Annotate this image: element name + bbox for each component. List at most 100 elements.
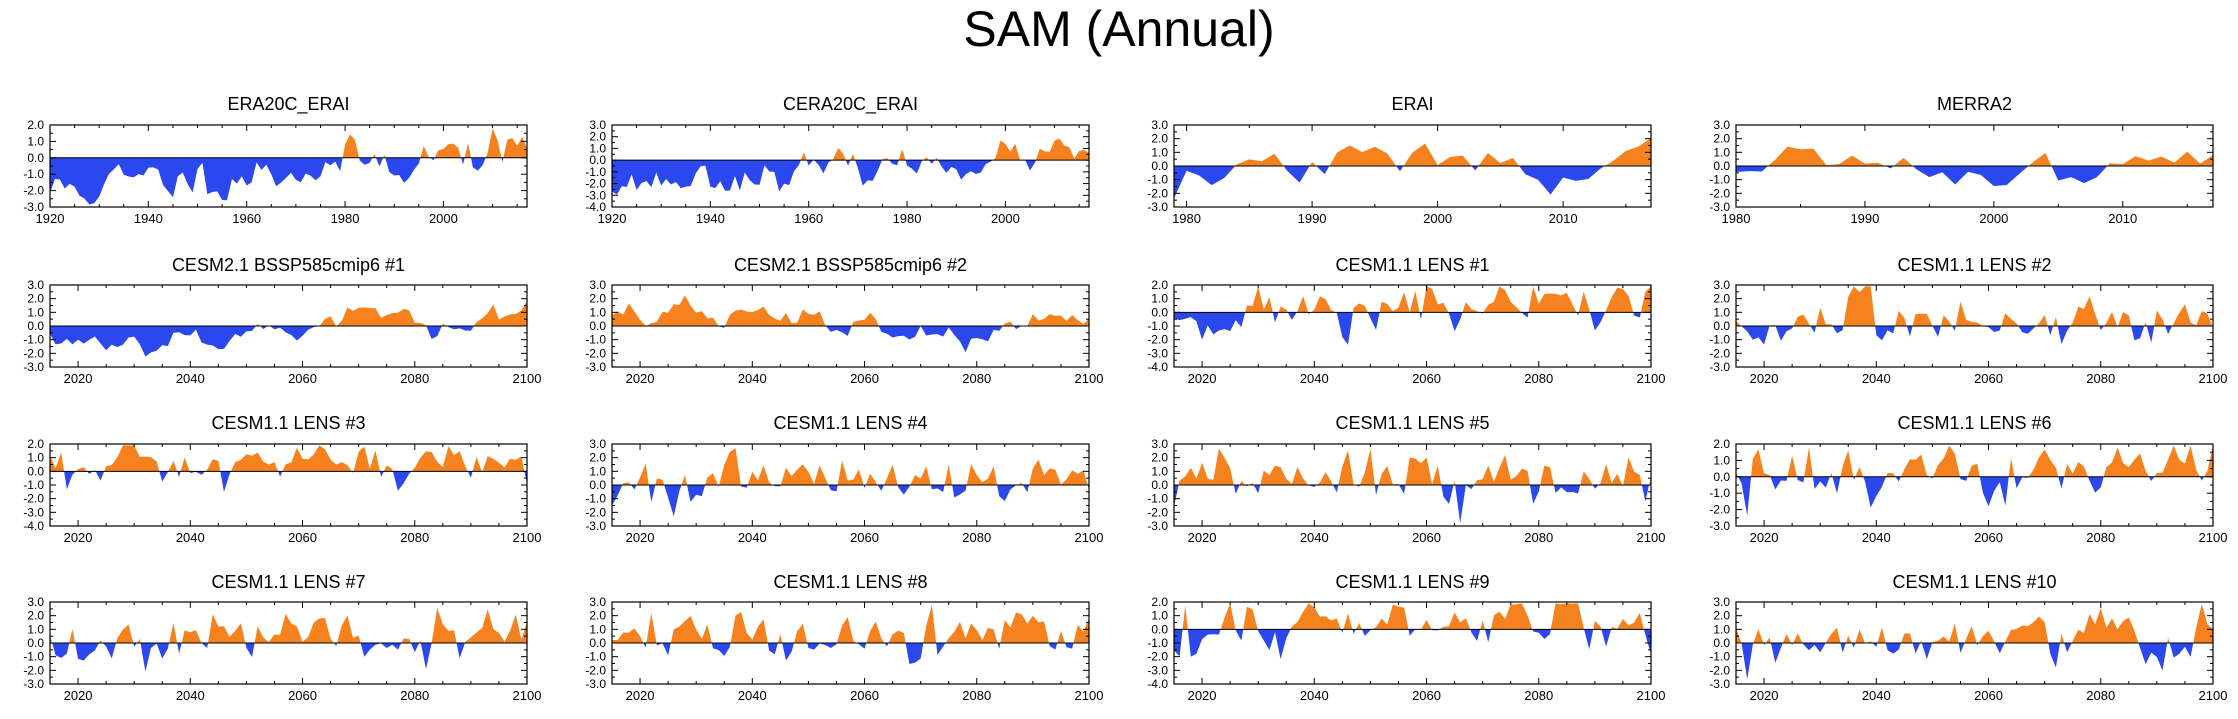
x-tick-label: 2020	[1750, 688, 1779, 703]
y-tick-label: -1.0	[585, 492, 606, 506]
y-tick-label: -3.0	[1147, 346, 1168, 360]
y-tick-label: -3.0	[23, 360, 44, 374]
y-tick-label: 2.0	[1713, 609, 1730, 623]
x-tick-label: 2040	[176, 688, 205, 703]
y-tick-label: 1.0	[1151, 609, 1168, 623]
x-tick-label: 2060	[850, 530, 879, 545]
x-tick-label: 2080	[400, 371, 429, 386]
y-tick-label: -1.0	[1147, 492, 1168, 506]
y-tick-label: 0.0	[589, 153, 606, 167]
y-tick-label: 0.0	[589, 319, 606, 333]
y-tick-label: 0.0	[27, 464, 44, 478]
y-tick-label: -2.0	[23, 663, 44, 677]
y-tick-label: 1.0	[1151, 292, 1168, 306]
x-tick-label: 1920	[36, 211, 65, 226]
y-tick-label: -1.0	[1709, 173, 1730, 187]
y-tick-label: 0.0	[1713, 470, 1730, 484]
x-tick-label: 1940	[696, 211, 725, 226]
positive-area	[50, 607, 527, 643]
y-tick-label: 1.0	[27, 451, 44, 465]
x-tick-label: 2010	[1549, 211, 1578, 226]
x-tick-label: 2080	[400, 530, 429, 545]
y-tick-label: 1.0	[589, 622, 606, 636]
negative-area	[1736, 166, 2213, 187]
y-tick-label: 2.0	[589, 292, 606, 306]
negative-area	[1736, 476, 2213, 516]
y-tick-label: 0.0	[1713, 319, 1730, 333]
y-tick-label: 2.0	[27, 118, 44, 132]
panel-title: CESM1.1 LENS #8	[773, 572, 928, 592]
y-tick-label: 1.0	[1151, 145, 1168, 159]
y-tick-label: -3.0	[1709, 200, 1730, 214]
x-tick-label: 2080	[2086, 371, 2115, 386]
x-tick-label: 2000	[1423, 211, 1452, 226]
x-tick-label: 2100	[513, 530, 542, 545]
x-tick-label: 2080	[400, 688, 429, 703]
x-tick-label: 2040	[738, 371, 767, 386]
y-tick-label: 2.0	[1713, 437, 1730, 451]
x-tick-label: 2000	[1979, 211, 2008, 226]
y-tick-label: -3.0	[585, 519, 606, 533]
negative-area	[1174, 312, 1651, 345]
positive-area	[50, 445, 527, 472]
y-tick-label: 3.0	[589, 595, 606, 609]
x-tick-label: 1990	[1850, 211, 1879, 226]
x-tick-label: 2060	[1974, 688, 2003, 703]
y-tick-label: 3.0	[1151, 437, 1168, 451]
x-tick-label: 2100	[2199, 688, 2228, 703]
y-tick-label: 1.0	[1713, 622, 1730, 636]
y-tick-label: 2.0	[589, 451, 606, 465]
y-tick-label: 2.0	[27, 292, 44, 306]
y-tick-label: -3.0	[1709, 677, 1730, 691]
x-tick-label: 2040	[1300, 688, 1329, 703]
y-tick-label: -1.0	[1709, 486, 1730, 500]
x-tick-label: 2020	[1188, 530, 1217, 545]
y-tick-label: -3.0	[585, 360, 606, 374]
x-tick-label: 2040	[738, 530, 767, 545]
x-tick-label: 2020	[626, 530, 655, 545]
y-tick-label: 2.0	[1151, 278, 1168, 292]
y-tick-label: 0.0	[1713, 636, 1730, 650]
negative-area	[612, 160, 1089, 195]
y-tick-label: -2.0	[23, 492, 44, 506]
x-tick-label: 2040	[176, 371, 205, 386]
x-tick-label: 2100	[2199, 530, 2228, 545]
x-tick-label: 2000	[991, 211, 1020, 226]
x-tick-label: 1990	[1298, 211, 1327, 226]
y-tick-label: 3.0	[1713, 278, 1730, 292]
y-tick-label: -1.0	[23, 478, 44, 492]
negative-area	[50, 157, 527, 205]
y-tick-label: -2.0	[1709, 663, 1730, 677]
x-tick-label: 2080	[1524, 530, 1553, 545]
negative-area	[50, 471, 527, 492]
x-tick-label: 2040	[1862, 688, 1891, 703]
y-tick-label: -1.0	[1147, 173, 1168, 187]
y-tick-label: 0.0	[1151, 305, 1168, 319]
y-tick-label: 0.0	[1151, 622, 1168, 636]
positive-area	[612, 138, 1089, 161]
y-tick-label: 2.0	[589, 130, 606, 144]
y-tick-label: -1.0	[1709, 650, 1730, 664]
panel-title: CESM1.1 LENS #6	[1897, 413, 2052, 433]
x-tick-label: 2060	[850, 371, 879, 386]
positive-area	[1174, 448, 1651, 485]
y-tick-label: 0.0	[27, 151, 44, 165]
panel-title: CESM1.1 LENS #7	[211, 572, 366, 592]
x-tick-label: 1980	[1172, 211, 1201, 226]
x-tick-label: 2100	[513, 371, 542, 386]
y-tick-label: 2.0	[1151, 132, 1168, 146]
panel-title: CESM1.1 LENS #5	[1335, 413, 1490, 433]
x-tick-label: 2000	[429, 211, 458, 226]
y-tick-label: -1.0	[23, 333, 44, 347]
x-tick-label: 2040	[1300, 530, 1329, 545]
x-tick-label: 1960	[232, 211, 261, 226]
x-tick-label: 1920	[598, 211, 627, 226]
y-tick-label: 1.0	[27, 622, 44, 636]
positive-area	[612, 447, 1089, 485]
